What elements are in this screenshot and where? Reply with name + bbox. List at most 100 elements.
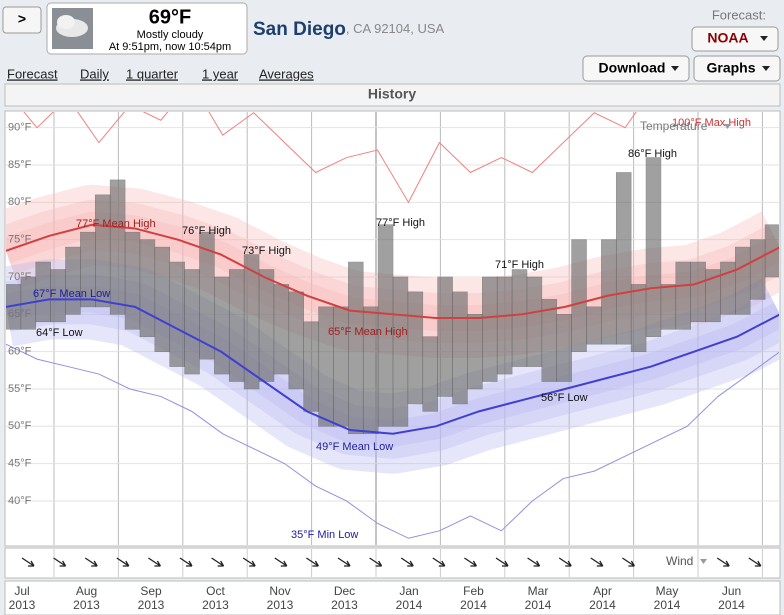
wind-arrow xyxy=(116,557,130,567)
tab[interactable]: 1 quarter xyxy=(126,66,179,81)
x-axis-row xyxy=(4,580,781,615)
wind-arrow xyxy=(464,557,477,567)
weekly-range-bar xyxy=(511,269,528,367)
y-tick-label: 55°F xyxy=(8,383,32,395)
weekly-range-bar xyxy=(184,269,200,375)
weekly-range-bar xyxy=(675,261,691,330)
y-tick-label: 65°F xyxy=(8,308,32,320)
weekly-range-bar xyxy=(645,157,662,338)
x-year-label: 2013 xyxy=(9,598,36,612)
dropdown-arrow xyxy=(671,66,679,71)
region: , CA 92104, USA xyxy=(346,21,445,36)
weekly-range-bar xyxy=(407,291,424,405)
source-label[interactable]: NOAA xyxy=(707,30,748,46)
wind-arrow xyxy=(337,557,351,567)
title-bar xyxy=(4,83,781,107)
weekly-range-bar xyxy=(749,239,766,300)
annotation: 64°F Low xyxy=(36,327,83,339)
x-month-label: Sep xyxy=(140,584,162,598)
x-year-label: 2014 xyxy=(654,598,681,612)
x-year-label: 2013 xyxy=(138,598,165,612)
y-tick-label: 90°F xyxy=(8,122,32,134)
wind-arrow xyxy=(558,557,572,567)
weekly-range-bar xyxy=(586,306,602,345)
graphs-button[interactable] xyxy=(693,55,781,82)
weekly-range-bar xyxy=(630,284,647,352)
annotation: 56°F Low xyxy=(541,392,588,404)
y-tick-label: 45°F xyxy=(8,458,32,470)
download-label[interactable]: Download xyxy=(599,60,666,76)
weekly-range-bar xyxy=(258,269,275,382)
weekly-range-bar xyxy=(690,261,706,323)
weekly-range-bar xyxy=(109,179,126,315)
x-month-label: Nov xyxy=(269,584,290,598)
weekly-range-bar xyxy=(660,284,677,330)
wind-arrow xyxy=(527,557,541,567)
weekly-range-bar xyxy=(482,276,498,382)
weekly-range-bar xyxy=(303,321,319,412)
weekly-range-bar xyxy=(214,276,230,375)
annotation: 77°F High xyxy=(376,217,425,229)
weekly-range-bar xyxy=(496,276,513,375)
weekly-range-bar xyxy=(154,246,171,352)
weekly-range-bar xyxy=(526,276,543,367)
x-month-label: May xyxy=(656,584,679,598)
x-year-label: 2013 xyxy=(267,598,294,612)
wind-arrow xyxy=(495,557,509,567)
download-button[interactable] xyxy=(582,55,690,82)
weekly-range-bar xyxy=(422,336,438,412)
weekly-range-bar xyxy=(571,239,587,352)
record-low-line xyxy=(6,343,779,539)
weekly-range-bar xyxy=(437,276,453,397)
annotation: 35°F Min Low xyxy=(291,529,358,541)
chart-title: History xyxy=(368,86,416,102)
wind-arrow xyxy=(306,557,319,567)
x-year-label: 2014 xyxy=(525,598,552,612)
wind-arrow xyxy=(622,557,635,567)
record-high-line xyxy=(23,112,637,204)
y-tick-label: 60°F xyxy=(8,346,32,358)
wind-label: Wind xyxy=(666,554,693,568)
annotation: 49°F Mean Low xyxy=(316,441,393,453)
annotation: 71°F High xyxy=(495,259,544,271)
y-tick-label: 40°F xyxy=(8,495,32,507)
weekly-range-bar xyxy=(615,172,632,345)
weekly-range-bar xyxy=(318,306,334,427)
x-month-label: Apr xyxy=(593,584,612,598)
wind-arrow xyxy=(432,557,446,567)
wind-arrow xyxy=(179,557,193,567)
x-month-label: Feb xyxy=(463,584,484,598)
weekly-range-bar xyxy=(139,239,156,338)
nav-button-label[interactable]: > xyxy=(18,11,26,27)
wind-arrow xyxy=(148,557,161,567)
x-year-label: 2014 xyxy=(460,598,487,612)
tab[interactable]: Daily xyxy=(80,66,109,81)
x-year-label: 2013 xyxy=(73,598,100,612)
weekly-range-bar xyxy=(541,299,558,382)
y-tick-label: 50°F xyxy=(8,420,32,432)
graphs-label[interactable]: Graphs xyxy=(706,60,755,76)
x-month-label: Oct xyxy=(206,584,225,598)
nav-button[interactable] xyxy=(2,6,42,34)
x-year-label: 2014 xyxy=(396,598,423,612)
current-condition: Mostly cloudy xyxy=(137,29,204,41)
city-name: San Diego xyxy=(253,19,346,40)
tab[interactable]: 1 year xyxy=(202,66,239,81)
weekly-range-bar xyxy=(452,291,468,405)
weekly-range-bar xyxy=(601,239,617,345)
x-year-label: 2014 xyxy=(589,598,616,612)
overlay: Jul2013Aug2013Sep2013Oct2013Nov2013Dec20… xyxy=(8,117,763,612)
wind-arrow xyxy=(21,557,35,567)
wind-arrow xyxy=(716,557,730,567)
y-tick-label: 70°F xyxy=(8,271,32,283)
y-tick-label: 85°F xyxy=(8,159,32,171)
tab[interactable]: Averages xyxy=(259,66,314,81)
weekly-range-bar xyxy=(273,284,290,375)
wind-row xyxy=(4,547,781,579)
x-year-label: 2014 xyxy=(718,598,745,612)
tab[interactable]: Forecast xyxy=(7,66,58,81)
annotation: 67°F Mean Low xyxy=(33,288,110,300)
dropdown-arrow xyxy=(760,36,768,41)
source-button[interactable] xyxy=(691,26,779,52)
